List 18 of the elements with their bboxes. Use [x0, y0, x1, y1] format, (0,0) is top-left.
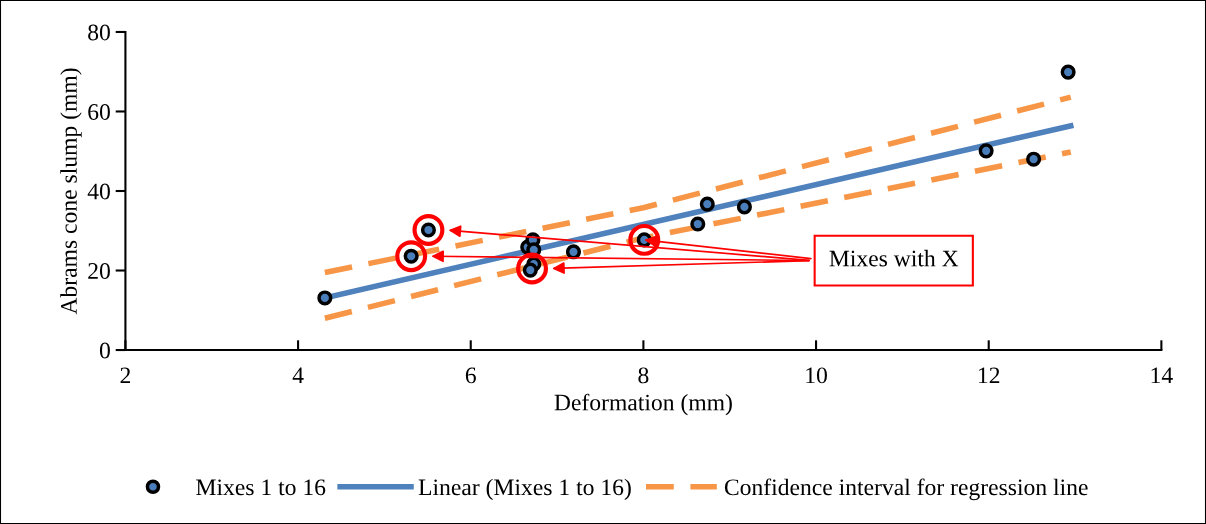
- x-tick-label: 4: [292, 367, 304, 384]
- x-tick-label: 12: [978, 367, 1000, 384]
- legend-label: Linear (Mixes 1 to 16): [418, 478, 631, 501]
- x-tick-label: 2: [120, 367, 131, 384]
- annotation: Mixes with X: [829, 249, 959, 267]
- x-tick-label: 8: [638, 367, 649, 384]
- y-tick-label: 80: [88, 24, 110, 41]
- y-tick-label: 0: [99, 342, 110, 359]
- legend-label: Confidence interval for regression line: [724, 478, 1088, 501]
- legend-label: Mixes 1 to 16: [196, 479, 326, 496]
- x-axis-title: Deformation (mm): [554, 393, 732, 416]
- x-tick-label: 10: [806, 367, 827, 384]
- x-tick-label: 14: [1151, 367, 1173, 384]
- y-axis-title: Abrams cone slump (mm): [60, 68, 82, 315]
- x-tick-label: 6: [465, 367, 476, 384]
- y-tick-label: 40: [87, 183, 110, 200]
- y-tick-label: 20: [88, 263, 110, 279]
- y-tick-label: 60: [88, 103, 110, 120]
